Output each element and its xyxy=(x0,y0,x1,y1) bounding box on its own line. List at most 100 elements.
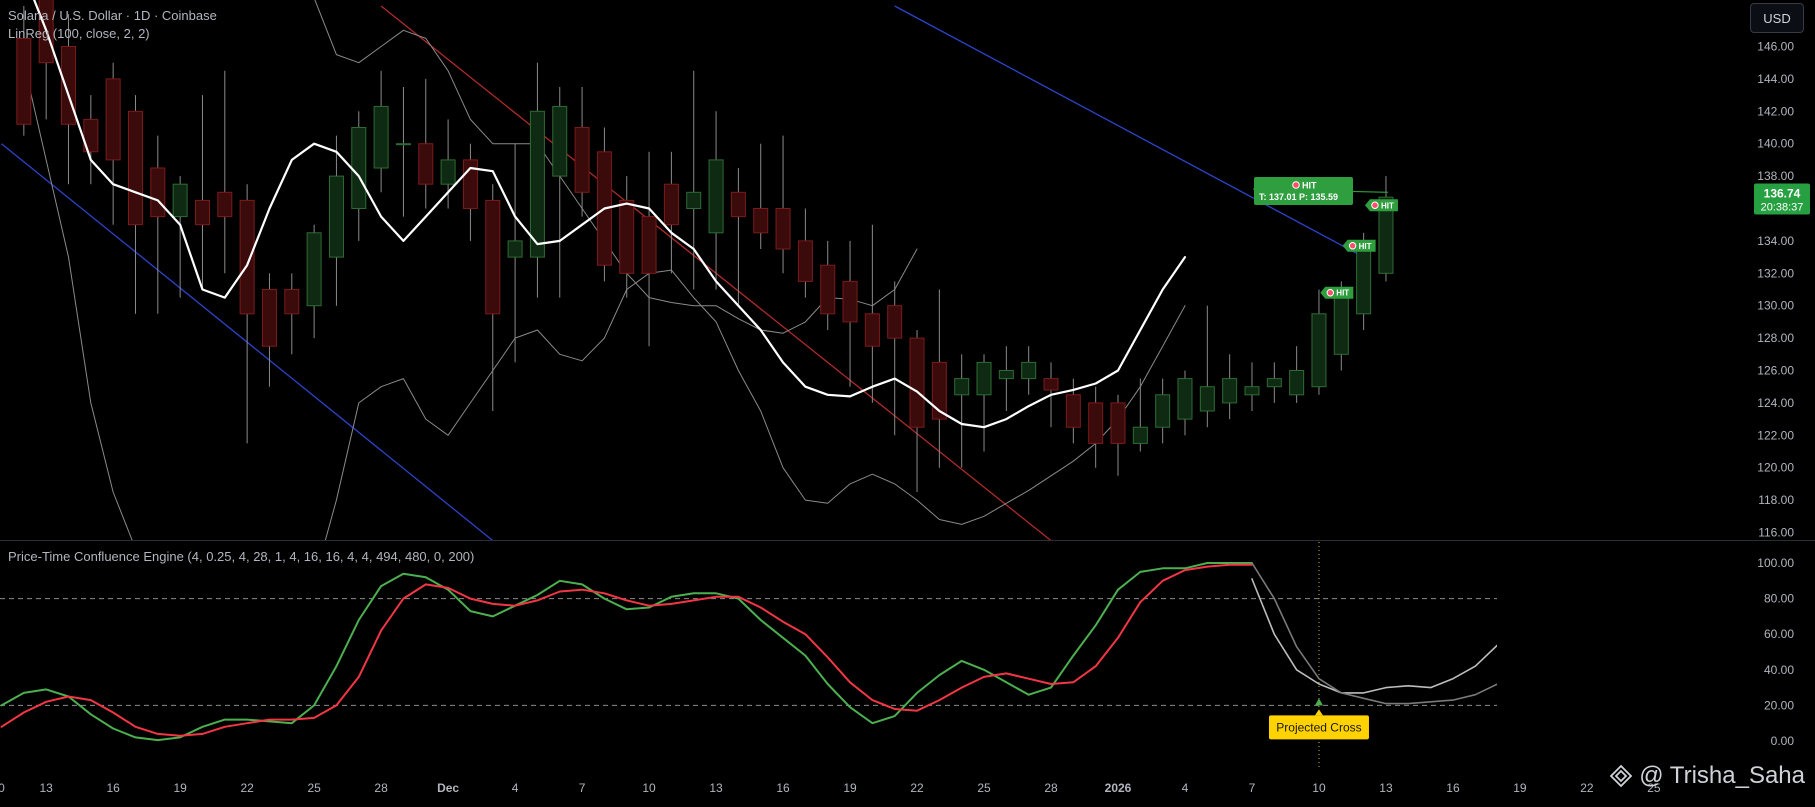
candle[interactable] xyxy=(172,176,188,298)
time-axis[interactable]: 0 13 16 19 22 25 28 Dec 4 7 10 13 16 19 22 25 28 2026 4 7 10… xyxy=(0,781,1661,795)
candle-body xyxy=(976,361,992,396)
candle[interactable] xyxy=(1132,378,1148,452)
candle-body xyxy=(1266,378,1282,388)
candle-body xyxy=(1289,370,1305,396)
time-tick-label: 10 xyxy=(1312,781,1326,795)
candle[interactable] xyxy=(820,240,836,330)
candle[interactable] xyxy=(775,135,791,274)
candle[interactable] xyxy=(306,224,322,339)
linreg-indicator-label[interactable]: LinReg (100, close, 2, 2) xyxy=(8,26,150,41)
candle[interactable] xyxy=(641,151,657,347)
candle[interactable] xyxy=(909,330,925,492)
candle[interactable] xyxy=(797,208,813,298)
candle[interactable] xyxy=(328,135,344,306)
candle[interactable] xyxy=(552,87,568,298)
candle[interactable] xyxy=(976,354,992,452)
candle[interactable] xyxy=(842,240,858,387)
candle[interactable] xyxy=(1222,354,1238,420)
time-tick-label: 16 xyxy=(106,781,120,795)
candle[interactable] xyxy=(105,62,121,225)
channel-line-blue-1[interactable] xyxy=(894,5,1364,258)
target-icon xyxy=(1326,289,1335,297)
oscillator-indicator-label[interactable]: Price-Time Confluence Engine (4, 0.25, 4… xyxy=(8,549,475,564)
candle[interactable] xyxy=(753,143,769,249)
candle[interactable] xyxy=(1199,305,1215,428)
hit-marker[interactable]: HIT xyxy=(1364,199,1398,212)
candle[interactable] xyxy=(574,87,590,217)
osc-series-red-1 xyxy=(0,563,1253,737)
candle[interactable] xyxy=(864,224,880,403)
candle[interactable] xyxy=(619,176,635,298)
candle[interactable] xyxy=(507,143,523,363)
watermark-text: @ Trisha_Saha xyxy=(1639,762,1805,789)
time-tick-label: 4 xyxy=(512,781,519,795)
oscillator-axis[interactable]: 0.00 20.00 40.00 60.00 80.00 100.00 xyxy=(1757,556,1794,748)
candle[interactable] xyxy=(1155,378,1171,444)
price-axis[interactable]: 116.00 118.00 120.00 122.00 124.00 126.00 128.… xyxy=(1757,40,1794,540)
candle[interactable] xyxy=(284,273,300,355)
candle[interactable] xyxy=(1378,176,1394,282)
candle-body xyxy=(239,199,255,315)
hit-marker[interactable]: HIT xyxy=(1342,239,1376,252)
hit-callout-title: HIT xyxy=(1302,181,1317,191)
candle[interactable] xyxy=(239,184,255,444)
time-tick-label: 25 xyxy=(1647,781,1661,795)
oscillator-tick-label: 40.00 xyxy=(1764,663,1794,677)
candle-body xyxy=(641,216,657,274)
candle[interactable] xyxy=(462,143,478,241)
price-tick-label: 126.00 xyxy=(1757,364,1794,378)
candle-body xyxy=(708,159,724,234)
candle[interactable] xyxy=(1088,386,1104,468)
candle[interactable] xyxy=(418,78,434,209)
candle[interactable] xyxy=(954,354,970,468)
candle[interactable] xyxy=(1289,346,1305,403)
candle[interactable] xyxy=(150,135,166,314)
candle[interactable] xyxy=(127,95,143,314)
candle[interactable] xyxy=(663,151,679,274)
candle[interactable] xyxy=(485,184,501,411)
candle-body xyxy=(552,105,568,177)
candle[interactable] xyxy=(1177,370,1193,436)
candle[interactable] xyxy=(596,127,612,282)
time-tick-label: 7 xyxy=(579,781,586,795)
currency-button[interactable]: USD xyxy=(1750,3,1804,33)
candle-body xyxy=(820,264,836,315)
price-tick-label: 144.00 xyxy=(1757,72,1794,86)
candle[interactable] xyxy=(373,70,389,193)
price-tick-label: 142.00 xyxy=(1757,104,1794,118)
candle[interactable] xyxy=(1311,289,1327,395)
price-tick-label: 132.00 xyxy=(1757,266,1794,280)
candle-body xyxy=(217,191,233,218)
candle[interactable] xyxy=(1110,394,1126,476)
candle[interactable] xyxy=(83,95,99,185)
hit-callout-detail: T: 137.01 P: 135.59 xyxy=(1259,192,1338,202)
candle[interactable] xyxy=(440,119,456,209)
candle[interactable] xyxy=(529,62,545,298)
target-icon xyxy=(1371,201,1379,209)
hit-marker[interactable]: HIT xyxy=(1320,286,1354,299)
candle[interactable] xyxy=(1244,362,1260,411)
time-tick-label: 19 xyxy=(1513,781,1527,795)
bar-countdown: 20:38:37 xyxy=(1761,202,1804,214)
candle[interactable] xyxy=(887,281,903,436)
candle[interactable] xyxy=(194,95,210,290)
candle[interactable] xyxy=(395,87,411,217)
candle[interactable] xyxy=(1266,362,1282,403)
candle[interactable] xyxy=(998,346,1014,411)
time-tick-label: 19 xyxy=(173,781,187,795)
candle[interactable] xyxy=(708,111,724,290)
projected-cross-callout[interactable]: Projected Cross xyxy=(1268,698,1369,740)
candle[interactable] xyxy=(686,70,702,290)
candle[interactable] xyxy=(730,168,746,306)
time-tick-label: 0 xyxy=(0,781,5,795)
candle[interactable] xyxy=(261,273,277,387)
candle[interactable] xyxy=(1021,346,1037,395)
price-tick-label: 118.00 xyxy=(1758,493,1794,507)
candle[interactable] xyxy=(931,289,947,468)
candle[interactable] xyxy=(16,6,32,136)
candle[interactable] xyxy=(217,70,233,274)
